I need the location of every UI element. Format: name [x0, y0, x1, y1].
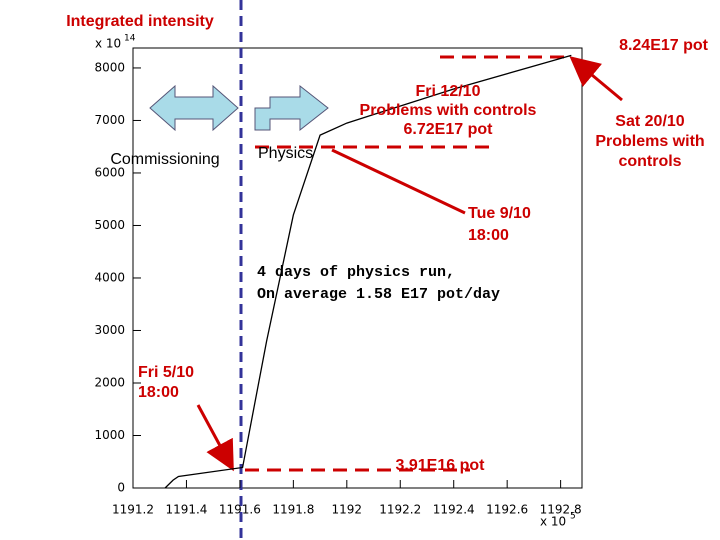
y-tick-label: 4000 — [94, 270, 125, 284]
annotation: Tue 9/10 — [468, 205, 531, 222]
y-multiplier-exp: 14 — [124, 34, 136, 44]
annotation: Physics — [258, 145, 313, 162]
pointer — [331, 148, 466, 215]
x-tick-label: 1192.4 — [433, 503, 475, 517]
x-tick-label: 1192 — [332, 503, 363, 517]
annotation: On average 1.58 E17 pot/day — [257, 286, 500, 303]
commissioning-arrow — [149, 84, 239, 132]
annotation: Commissioning — [110, 151, 219, 168]
data-line — [164, 54, 572, 489]
x-tick-label: 1191.8 — [272, 503, 314, 517]
chart-title: Integrated intensity — [66, 13, 214, 30]
x-tick-label: 1191.2 — [112, 503, 154, 517]
annotation: Sat 20/10 — [615, 113, 684, 130]
y-tick-label: 3000 — [94, 323, 125, 337]
y-tick-label: 5000 — [94, 218, 125, 232]
annotation: 6.72E17 pot — [404, 121, 494, 138]
y-tick-label: 6000 — [94, 165, 125, 179]
annotation: 18:00 — [138, 384, 179, 401]
x-multiplier-exp: 5 — [570, 512, 576, 522]
annotation: Fri 12/10 — [416, 83, 481, 100]
y-multiplier: x 10 — [95, 37, 121, 51]
x-tick-label: 1192.6 — [486, 503, 528, 517]
x-tick-label: 1191.4 — [165, 503, 207, 517]
annotation: controls — [618, 153, 681, 170]
pointer — [196, 404, 234, 472]
annotation: Problems with controls — [360, 102, 537, 119]
annotation: Fri 5/10 — [138, 364, 194, 381]
y-tick-label: 1000 — [94, 428, 125, 442]
pointer — [569, 56, 623, 102]
annotation: 4 days of physics run, — [257, 264, 455, 281]
annotation: 18:00 — [468, 227, 509, 244]
x-tick-label: 1192.8 — [540, 503, 582, 517]
annotation: 3.91E16 pot — [396, 457, 486, 474]
plot-frame — [132, 47, 583, 489]
y-tick-label: 0 — [117, 481, 125, 495]
x-tick-label: 1192.2 — [379, 503, 421, 517]
x-tick-label: 1191.6 — [219, 503, 261, 517]
annotation: 8.24E17 pot — [619, 37, 709, 54]
physics-arrow — [254, 84, 329, 132]
x-multiplier: x 10 — [540, 515, 566, 529]
y-tick-label: 8000 — [94, 60, 125, 74]
y-tick-label: 7000 — [94, 113, 125, 127]
y-tick-label: 2000 — [94, 375, 125, 389]
annotation: Problems with — [595, 133, 704, 150]
